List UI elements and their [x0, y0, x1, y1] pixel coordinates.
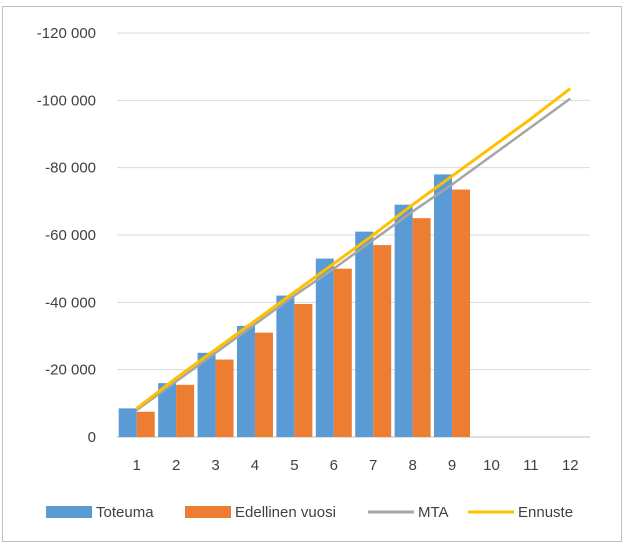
bar-edellinen-vuosi — [176, 384, 195, 437]
bar-toteuma — [197, 352, 216, 437]
x-tick-label: 6 — [330, 457, 338, 474]
bar-edellinen-vuosi — [254, 332, 273, 437]
x-tick-label: 2 — [172, 457, 180, 474]
legend-label: Edellinen vuosi — [235, 504, 336, 521]
bar-toteuma — [355, 231, 374, 437]
bar-edellinen-vuosi — [412, 218, 431, 437]
x-tick-label: 5 — [290, 457, 298, 474]
bar-edellinen-vuosi — [333, 268, 352, 437]
y-tick-label: -80 000 — [45, 160, 96, 177]
bar-toteuma — [276, 295, 295, 437]
legend-label: MTA — [418, 504, 449, 521]
line-ennuste — [135, 87, 572, 410]
legend-swatch — [46, 506, 92, 518]
y-axis-ticks: 0 -20 000 -40 000 -60 000 -80 000 -100 000 -12… — [37, 25, 96, 446]
bar-toteuma — [118, 408, 137, 437]
bar-toteuma — [434, 174, 453, 437]
legend-label: Toteuma — [96, 504, 154, 521]
gridlines — [117, 32, 590, 438]
x-tick-label: 11 — [523, 457, 539, 474]
y-tick-label: -100 000 — [37, 92, 96, 109]
bar-edellinen-vuosi — [294, 304, 313, 437]
x-tick-label: 3 — [211, 457, 219, 474]
x-tick-label: 10 — [483, 457, 500, 474]
bar-edellinen-vuosi — [215, 359, 234, 437]
series-lines — [135, 87, 572, 412]
bar-edellinen-vuosi — [136, 411, 155, 437]
x-tick-label: 4 — [251, 457, 259, 474]
y-tick-label: 0 — [88, 429, 96, 446]
line-mta — [135, 97, 572, 412]
x-tick-label: 1 — [133, 457, 141, 474]
legend: Toteuma Edellinen vuosi MTA Ennuste — [46, 504, 573, 521]
x-tick-label: 9 — [448, 457, 456, 474]
bar-edellinen-vuosi — [373, 245, 392, 437]
x-axis-ticks: 1 2 3 4 5 6 7 8 9 10 11 12 — [133, 457, 579, 474]
x-tick-label: 12 — [562, 457, 579, 474]
y-tick-label: -60 000 — [45, 227, 96, 244]
bar-toteuma — [236, 325, 255, 437]
bar-toteuma — [394, 204, 413, 437]
x-tick-label: 7 — [369, 457, 377, 474]
bar-toteuma — [158, 383, 177, 437]
x-tick-label: 8 — [408, 457, 416, 474]
legend-swatch — [185, 506, 231, 518]
y-tick-label: -40 000 — [45, 294, 96, 311]
bar-toteuma — [315, 258, 334, 437]
bars — [118, 174, 471, 437]
y-tick-label: -120 000 — [37, 25, 96, 42]
legend-label: Ennuste — [518, 504, 573, 521]
y-tick-label: -20 000 — [45, 362, 96, 379]
chart-frame — [2, 6, 622, 542]
bar-edellinen-vuosi — [452, 189, 471, 437]
